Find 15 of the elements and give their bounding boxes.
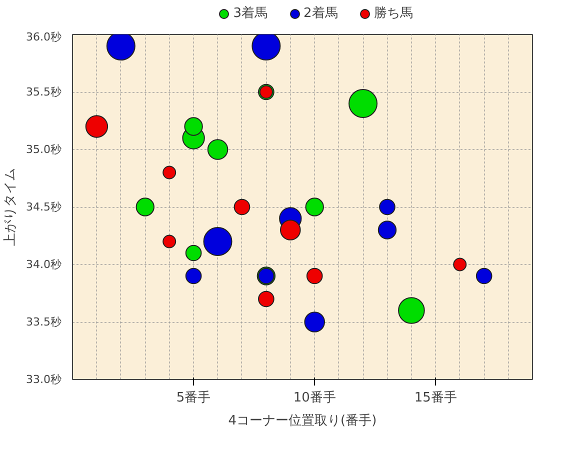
legend-label: 3着馬 — [233, 6, 268, 21]
y-tick-label: 36.0秒 — [26, 30, 62, 44]
legend-label: 2着馬 — [304, 6, 338, 21]
x-tick-label: 15番手 — [414, 390, 457, 406]
x-tick-label: 5番手 — [176, 390, 211, 406]
y-tick-label: 35.0秒 — [26, 143, 62, 156]
y-tick-label: 34.5秒 — [26, 200, 62, 214]
y-tick-label: 33.0秒 — [26, 373, 62, 386]
y-tick-label: 34.0秒 — [26, 258, 62, 271]
y-tick-label: 35.5秒 — [26, 86, 62, 98]
legend-label: 勝ち馬 — [374, 6, 413, 21]
y-axis-title: 上がりタイム — [3, 168, 18, 246]
y-tick-label: 33.5秒 — [26, 316, 62, 328]
x-axis-title: 4コーナー位置取り(番手) — [228, 414, 377, 428]
x-tick-label: 10番手 — [293, 390, 336, 406]
